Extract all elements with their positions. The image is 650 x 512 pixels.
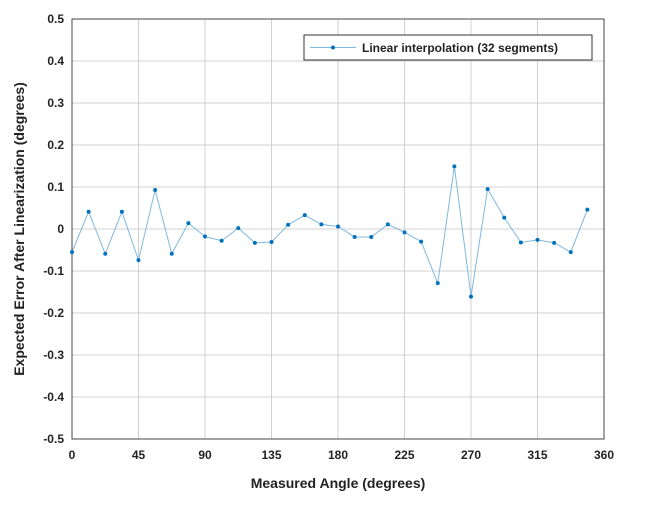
x-axis-ticks: 0 45 90 135 180 225 270 315 360 [69,448,615,462]
data-point [136,258,141,263]
legend-label: Linear interpolation (32 segments) [362,41,558,55]
data-point [219,238,224,243]
data-point [119,209,124,214]
data-point [186,221,191,226]
data-point [402,230,407,235]
data-point [319,222,324,227]
data-point [369,234,374,239]
data-point [452,164,457,169]
data-point [552,240,557,245]
x-axis-label: Measured Angle (degrees) [251,475,426,491]
x-tick-label: 0 [69,448,76,462]
x-tick-label: 180 [328,448,348,462]
data-point [302,213,307,218]
x-tick-label: 315 [527,448,547,462]
y-tick-label: 0.3 [47,96,64,110]
data-point [336,224,340,229]
x-tick-label: 135 [261,448,281,462]
data-point [169,251,174,256]
data-point [286,222,291,227]
data-point [535,237,540,242]
data-point [485,187,490,192]
legend: Linear interpolation (32 segments) [303,34,593,61]
y-tick-label: 0 [57,222,64,236]
data-point [236,226,241,231]
data-point [203,234,207,239]
data-point [352,234,357,239]
x-tick-label: 90 [198,448,212,462]
data-point [385,222,390,227]
y-tick-label: -0.5 [43,432,64,446]
x-tick-label: 270 [461,448,481,462]
data-point [70,250,74,255]
y-tick-label: 0.4 [47,54,64,68]
y-tick-label: -0.3 [43,348,64,362]
y-tick-label: -0.4 [43,390,64,404]
y-tick-label: -0.2 [43,306,64,320]
y-axis-label: Expected Error After Linearization (degr… [11,82,27,376]
legend-marker [331,45,335,50]
data-point [585,207,590,212]
y-axis-ticks: 0.5 0.4 0.3 0.2 0.1 0 -0.1 -0.2 -0.3 -0.4 -0.5 [43,12,64,446]
y-tick-label: 0.5 [47,12,64,26]
data-point [419,239,424,244]
x-tick-label: 360 [594,448,614,462]
data-point [103,251,108,256]
data-point [502,215,507,220]
data-point [568,250,573,255]
data-point [469,294,473,299]
grid [71,18,605,440]
y-tick-label: 0.1 [47,180,64,194]
data-point [153,187,158,192]
data-point [86,209,91,214]
series-layer [70,164,590,299]
data-point [269,240,274,245]
plot-frame [71,18,605,440]
data-point [435,281,440,286]
x-tick-label: 45 [132,448,146,462]
x-tick-label: 225 [394,448,414,462]
data-point [252,240,257,245]
y-tick-label: 0.2 [47,138,64,152]
series-line [71,166,588,297]
data-point [518,240,523,245]
y-tick-label: -0.1 [43,264,64,278]
